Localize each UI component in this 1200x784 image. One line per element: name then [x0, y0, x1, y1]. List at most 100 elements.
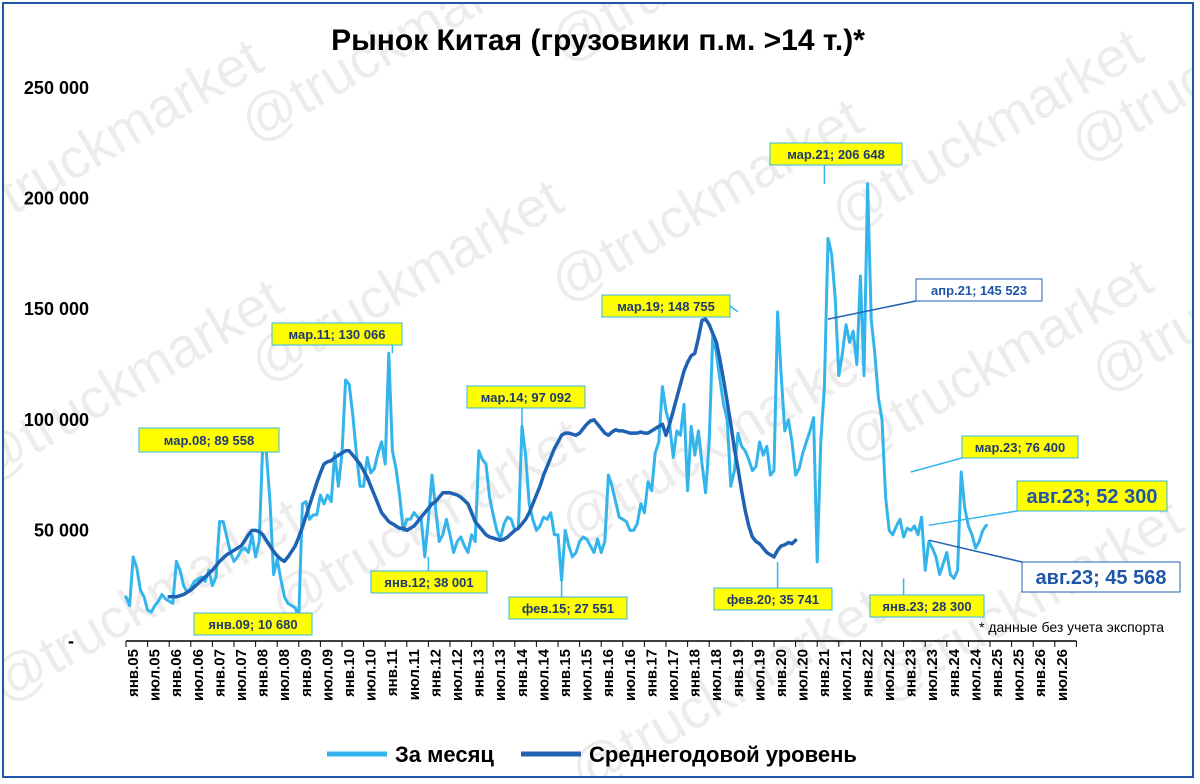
y-tick-label: 250 000 — [24, 78, 89, 98]
x-tick-label: июл.19 — [751, 649, 768, 701]
annotation: авг.23; 45 568 — [928, 539, 1181, 593]
annotation: авг.23; 52 300 — [928, 480, 1168, 527]
annotation-leader — [928, 510, 1018, 527]
legend: За месяц Среднегодовой уровень — [327, 742, 857, 767]
x-tick-label: июл.10 — [363, 649, 380, 701]
series-line-average — [167, 317, 798, 599]
x-tick-label: янв.15 — [557, 649, 574, 697]
y-axis: - 50 000 100 000 150 000 200 000 250 000 — [24, 78, 89, 651]
x-tick-label: янв.23 — [903, 649, 920, 697]
x-tick-label: июл.08 — [276, 649, 293, 701]
annotation-leader — [928, 539, 1023, 563]
x-tick-label: июл.09 — [319, 649, 336, 701]
x-tick-label: июл.20 — [795, 649, 812, 701]
footnote: * данные без учета экспорта — [979, 619, 1164, 635]
annotation: фев.15; 27 551 — [508, 580, 628, 620]
x-tick-label: июл.23 — [924, 649, 941, 701]
annotation-label: мар.23; 76 400 — [975, 440, 1065, 455]
annotation-label: фев.15; 27 551 — [522, 601, 614, 616]
annotation-leader — [910, 457, 963, 473]
annotation-label: янв.09; 10 680 — [208, 617, 297, 632]
annotation-label: мар.08; 89 558 — [164, 433, 254, 448]
x-tick-label: июл.13 — [492, 649, 509, 701]
annotation: янв.23; 28 300 — [869, 578, 985, 618]
x-tick-label: июл.24 — [967, 648, 984, 701]
x-tick-label: янв.13 — [471, 649, 488, 697]
x-tick-label: янв.24 — [946, 648, 963, 697]
x-tick-label: июл.22 — [881, 649, 898, 701]
annotation-box — [961, 435, 1079, 459]
y-tick-label: 100 000 — [24, 410, 89, 430]
watermark-text: @truckmarket — [239, 165, 573, 394]
annotation-leader — [729, 305, 739, 313]
annotation-box — [193, 612, 313, 636]
annotation-box — [713, 587, 833, 611]
annotation-label: мар.11; 130 066 — [289, 327, 386, 342]
annotation: мар.08; 89 558 — [138, 427, 280, 453]
annotation-box — [370, 570, 488, 594]
x-tick-label: июл.15 — [579, 649, 596, 701]
x-tick-label: янв.21 — [816, 649, 833, 697]
annotation: мар.14; 97 092 — [466, 385, 586, 427]
x-tick-label: июл.25 — [1011, 649, 1028, 701]
annotation: апр.21; 145 523 — [827, 278, 1043, 320]
x-tick-label: янв.09 — [298, 649, 315, 697]
x-tick-label: янв.26 — [1032, 649, 1049, 697]
annotation-box — [466, 385, 586, 409]
annotation-box — [1021, 561, 1181, 593]
x-tick-label: июл.12 — [449, 649, 466, 701]
x-tick-label: янв.22 — [859, 649, 876, 697]
annotation: мар.23; 76 400 — [910, 435, 1079, 473]
annotation-box — [769, 142, 903, 166]
annotation-label: мар.19; 148 755 — [617, 299, 715, 314]
x-tick-label: июл.26 — [1054, 649, 1071, 701]
y-tick-label: - — [68, 631, 74, 651]
x-tick-label: июл.11 — [406, 649, 423, 700]
annotation-label: мар.21; 206 648 — [787, 147, 885, 162]
annotation-label: фев.20; 35 741 — [727, 592, 819, 607]
x-tick-label: июл.05 — [147, 649, 164, 701]
x-tick-label: июл.06 — [190, 649, 207, 701]
x-tick-label: янв.14 — [514, 648, 531, 697]
chart-title: Рынок Китая (грузовики п.м. >14 т.)* — [331, 24, 865, 57]
x-tick-label: янв.25 — [989, 649, 1006, 697]
x-tick-label: янв.18 — [687, 649, 704, 697]
annotation: мар.19; 148 755 — [601, 294, 739, 318]
watermark-text: @truckmarket — [4, 25, 273, 254]
annotation-layer: мар.08; 89 558 янв.09; 10 680 мар.11; 130 … — [138, 142, 1181, 636]
annotation-box — [271, 322, 403, 346]
annotation-label: авг.23; 45 568 — [1036, 567, 1167, 589]
legend-label-average: Среднегодовой уровень — [589, 742, 857, 767]
x-tick-label: янв.08 — [255, 649, 272, 697]
y-tick-label: 50 000 — [34, 520, 89, 540]
x-tick-label: янв.12 — [427, 649, 444, 697]
series-layer — [124, 182, 988, 619]
annotation: мар.11; 130 066 — [271, 322, 403, 354]
x-axis: янв.05 июл.05 янв.06 июл.06 янв.07 июл.07 янв.… — [125, 640, 1077, 701]
legend-label-monthly: За месяц — [395, 742, 494, 767]
x-tick-label: янв.11 — [384, 649, 401, 696]
annotation-box — [1016, 480, 1168, 512]
x-tick-label: янв.05 — [125, 649, 142, 697]
annotation-label: янв.23; 28 300 — [882, 599, 971, 614]
annotation-label: апр.21; 145 523 — [931, 283, 1027, 298]
x-tick-label: янв.06 — [168, 649, 185, 697]
annotation: мар.21; 206 648 — [769, 142, 903, 184]
x-tick-label: янв.17 — [643, 649, 660, 697]
x-tick-label: янв.07 — [211, 649, 228, 697]
annotation-leader — [827, 300, 917, 320]
annotation-label: авг.23; 52 300 — [1027, 486, 1158, 508]
x-tick-label: июл.16 — [622, 649, 639, 701]
annotation: фев.20; 35 741 — [713, 561, 833, 611]
x-tick-label: янв.16 — [600, 649, 617, 697]
annotation: янв.09; 10 680 — [193, 612, 313, 636]
x-tick-label: июл.21 — [838, 649, 855, 701]
annotation-box — [138, 427, 280, 453]
x-tick-label: янв.19 — [730, 649, 747, 697]
annotation-box — [508, 596, 628, 620]
y-tick-label: 200 000 — [24, 189, 89, 209]
annotation-box — [915, 278, 1043, 302]
x-tick-label: июл.17 — [665, 649, 682, 701]
x-tick-label: янв.10 — [341, 649, 358, 697]
